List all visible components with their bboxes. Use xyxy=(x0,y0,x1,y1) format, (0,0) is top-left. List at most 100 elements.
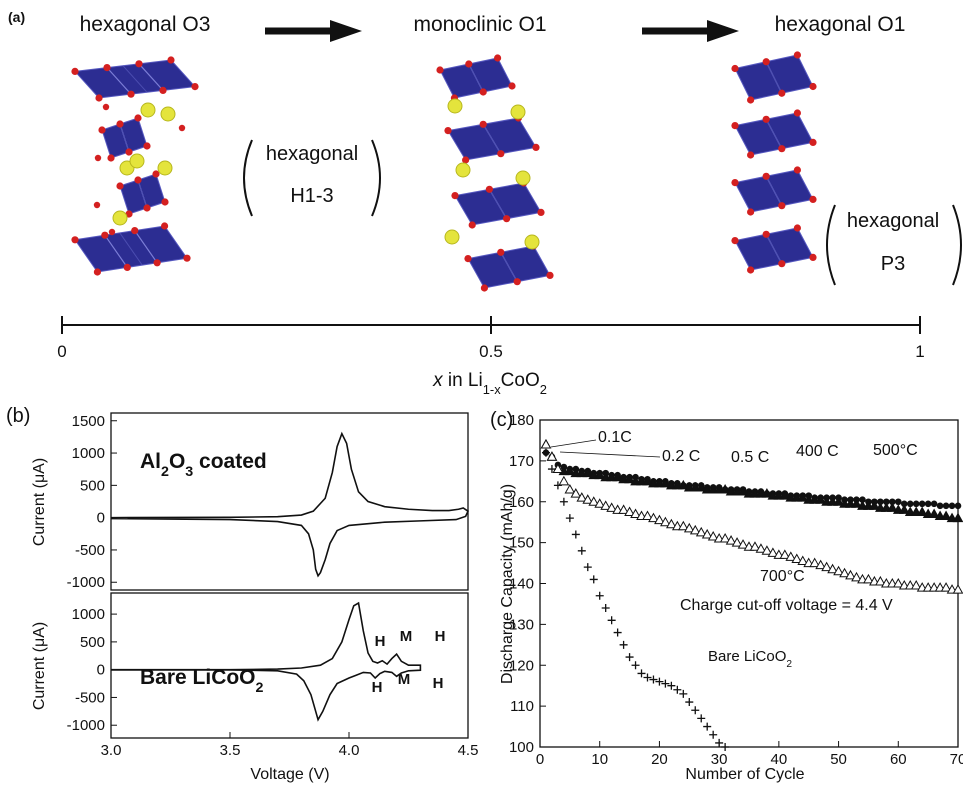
panel-label: (a) xyxy=(8,9,25,25)
octahedra-layer xyxy=(98,114,150,161)
x-axis-label: Number of Cycle xyxy=(685,766,804,783)
annotation: 0.2 C xyxy=(662,448,700,465)
y-tick-label: 170 xyxy=(509,453,534,470)
label-part: 2 xyxy=(161,464,169,480)
data-point xyxy=(620,641,628,649)
oxygen xyxy=(809,139,816,146)
x-tick-label: 0 xyxy=(536,751,544,768)
data-point xyxy=(590,575,598,583)
oxygen xyxy=(127,91,134,98)
oxygen xyxy=(794,224,801,231)
oxygen xyxy=(101,232,108,239)
oxygen xyxy=(124,264,131,271)
data-point xyxy=(949,503,956,510)
data-point xyxy=(632,661,640,669)
oxygen xyxy=(778,202,785,209)
x-tick-label: 10 xyxy=(591,751,608,768)
oxygen xyxy=(444,127,451,134)
oxygen xyxy=(494,54,501,61)
oxygen xyxy=(167,56,174,63)
octahedra-layer xyxy=(731,224,816,273)
octahedra-layer xyxy=(71,222,190,275)
x-tick-label: 4.5 xyxy=(458,742,479,759)
oxygen xyxy=(135,60,142,67)
curve-label: Al2O3 coated xyxy=(140,450,267,480)
oxygen xyxy=(763,173,770,180)
oxygen xyxy=(480,88,487,95)
phase-name: monoclinic O1 xyxy=(413,13,546,36)
data-point xyxy=(596,592,604,600)
oxygen xyxy=(103,104,109,110)
oxygen xyxy=(747,96,754,103)
data-point xyxy=(566,514,574,522)
oxygen xyxy=(497,150,504,157)
data-point xyxy=(913,500,920,507)
lithium xyxy=(130,154,144,168)
lithium xyxy=(141,103,155,117)
annotation: Charge cut-off voltage = 4.4 V xyxy=(680,597,893,614)
lithium xyxy=(516,171,530,185)
x-axis-label: Voltage (V) xyxy=(250,766,329,783)
oxygen xyxy=(809,196,816,203)
annotation: 0.5 C xyxy=(731,449,769,466)
label-part: Bare LiCoO xyxy=(708,648,786,665)
oxygen xyxy=(94,268,101,275)
plot-frame xyxy=(111,413,468,590)
phase-name: hexagonal O1 xyxy=(775,13,906,36)
paren xyxy=(953,205,961,285)
data-point xyxy=(667,682,675,690)
y-axis-label: Discharge Capacity (mAh/g) xyxy=(499,484,516,684)
data-point xyxy=(931,500,938,507)
lithium xyxy=(525,235,539,249)
oxygen xyxy=(154,259,161,266)
x-tick-label: 60 xyxy=(890,751,907,768)
x-tick-label: 4.0 xyxy=(339,742,360,759)
data-point xyxy=(709,731,717,739)
oxygen xyxy=(469,221,476,228)
data-point xyxy=(943,503,950,510)
data-point xyxy=(608,616,616,624)
data-point xyxy=(572,530,580,538)
oxygen xyxy=(778,260,785,267)
y-tick-label: 110 xyxy=(510,698,534,715)
data-point xyxy=(626,653,634,661)
phase-name: hexagonal O3 xyxy=(80,13,211,36)
y-tick-label: 500 xyxy=(80,477,105,494)
figure: (a) hexagonal O3 monoclinic O1 hexagonal O1… xyxy=(0,0,963,785)
data-point xyxy=(649,676,657,684)
annotation: 500°C xyxy=(873,442,918,459)
oxygen xyxy=(109,229,115,235)
data-point xyxy=(661,680,669,688)
y-tick-label: 500 xyxy=(80,634,105,651)
lithium xyxy=(456,163,470,177)
panel-label: (c) xyxy=(490,409,513,431)
paren xyxy=(372,140,380,216)
label-part: CoO xyxy=(501,370,540,391)
arrow-head xyxy=(707,20,739,42)
peak-label: M xyxy=(400,628,413,645)
lithium xyxy=(511,105,525,119)
oxygen xyxy=(731,237,738,244)
x-tick-label: 50 xyxy=(830,751,847,768)
data-point xyxy=(895,498,902,505)
intermediate-symbol: H1-3 xyxy=(290,185,333,207)
oxygen xyxy=(98,126,105,133)
oxygen xyxy=(161,222,168,229)
oxygen xyxy=(95,94,102,101)
peak-label: M xyxy=(398,671,411,688)
arrow-head xyxy=(330,20,362,42)
octahedra-layer xyxy=(464,242,553,291)
oxygen xyxy=(134,114,141,121)
octahedra-layer xyxy=(451,179,544,228)
data-point xyxy=(907,500,914,507)
oxygen xyxy=(514,278,521,285)
data-point xyxy=(578,547,586,555)
label-part: 3 xyxy=(185,464,193,480)
oxygen xyxy=(143,204,150,211)
octahedra-layer xyxy=(71,56,198,101)
data-point xyxy=(655,678,663,686)
octahedra-layer xyxy=(731,166,816,215)
oxygen xyxy=(546,272,553,279)
lithium xyxy=(158,161,172,175)
label-part: 2 xyxy=(540,382,547,397)
